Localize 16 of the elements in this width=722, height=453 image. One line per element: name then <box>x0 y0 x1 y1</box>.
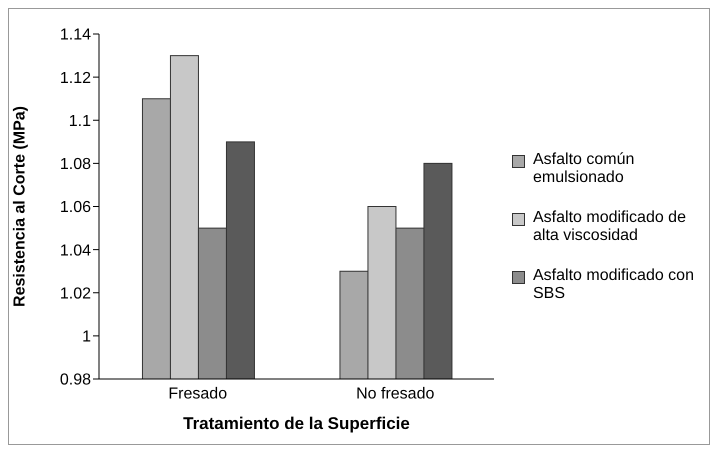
legend-label: Asfalto modificado de alta viscosidad <box>533 208 687 244</box>
x-tick-label: No fresado <box>356 385 434 402</box>
y-tick-label: 1.1 <box>68 112 92 130</box>
legend-label: Asfalto modificado con SBS <box>533 266 695 302</box>
x-tick-label: Fresado <box>168 385 228 402</box>
y-tick-label: 0.98 <box>60 372 92 389</box>
y-tick-label: 1.14 <box>60 26 92 44</box>
y-tick-label: 1.02 <box>60 285 92 302</box>
y-tick-label: 1.12 <box>60 70 92 87</box>
y-tick-label: 1.04 <box>60 242 92 260</box>
y-tick-label: 1 <box>82 328 92 346</box>
y-tick-label: 1.08 <box>60 156 92 174</box>
y-axis-title: Resistencia al Corte (MPa) <box>12 106 29 307</box>
legend-label: Asfalto común emulsionado <box>533 150 636 186</box>
y-tick-label: 1.06 <box>60 199 92 216</box>
x-axis-title: Tratamiento de la Superficie <box>183 414 410 433</box>
